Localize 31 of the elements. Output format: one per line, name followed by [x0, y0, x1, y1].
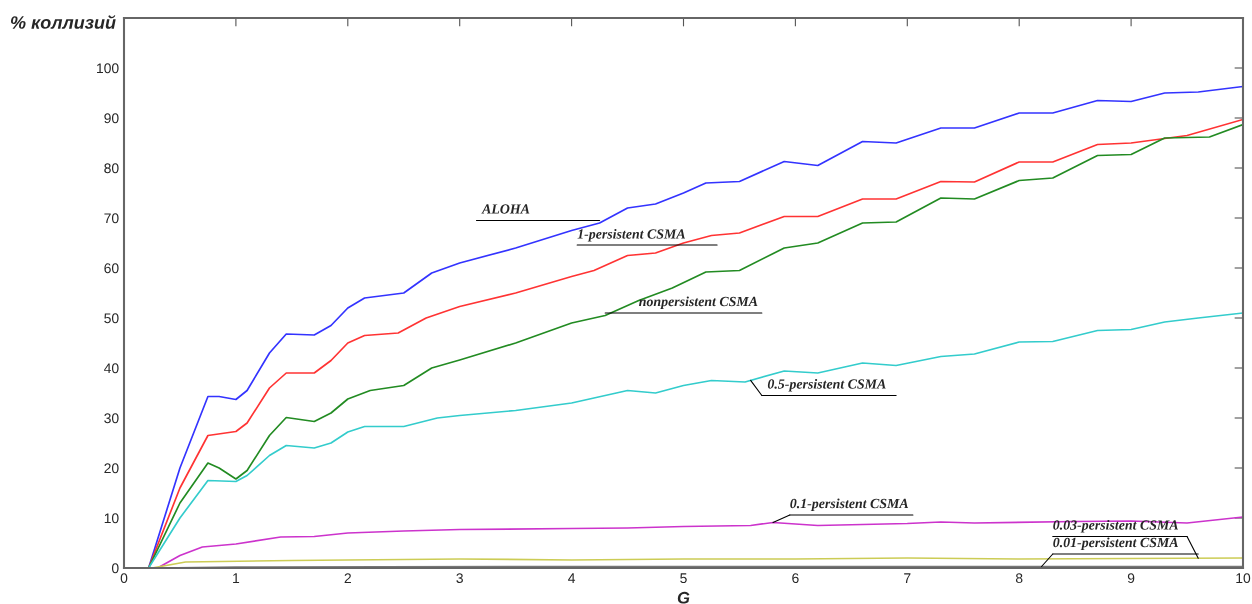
x-tick-label: 7	[904, 573, 911, 583]
x-tick-label: 0	[120, 573, 128, 584]
y-tick-label: 90	[104, 113, 119, 124]
x-tick-label: 9	[1127, 573, 1135, 584]
text: ALOHA	[481, 204, 530, 214]
x-tick-label: 5	[680, 573, 687, 584]
x-axis-title: G	[677, 591, 690, 604]
series-label: 0.5-persistent CSMA	[767, 378, 886, 392]
y-tick-label: 10	[104, 513, 119, 524]
y-tick-label: 100	[97, 63, 119, 74]
y-tick-label: 40	[104, 363, 119, 374]
y-tick-label: 50	[104, 313, 119, 324]
y-tick-label: 0	[111, 563, 119, 574]
series-label: 0.01-persistent CSMA	[1053, 537, 1178, 550]
y-tick-label: 60	[104, 263, 119, 274]
y-tick-label: 80	[104, 163, 119, 174]
series-label: 1-persistent CSMA	[577, 228, 686, 242]
x-tick-label: 8	[1015, 573, 1023, 584]
x-tick-label: 2	[344, 573, 351, 583]
x-tick-label: 4	[568, 573, 576, 583]
y-tick-label: 30	[104, 413, 119, 424]
y-tick-label: 20	[104, 463, 119, 474]
x-tick-label: 6	[792, 573, 799, 584]
x-tick-label: 1	[233, 573, 240, 583]
x-tick-label: 10	[1236, 573, 1251, 584]
series-label: 0.1-persistent CSMA	[790, 498, 909, 511]
y-axis-title: % коллизий	[10, 15, 116, 29]
y-tick-label: 70	[104, 213, 119, 224]
x-tick-label: 3	[456, 573, 463, 584]
series-label: 0.03-persistent CSMA	[1053, 519, 1178, 533]
series-label: nonpersistent CSMA	[639, 296, 758, 309]
